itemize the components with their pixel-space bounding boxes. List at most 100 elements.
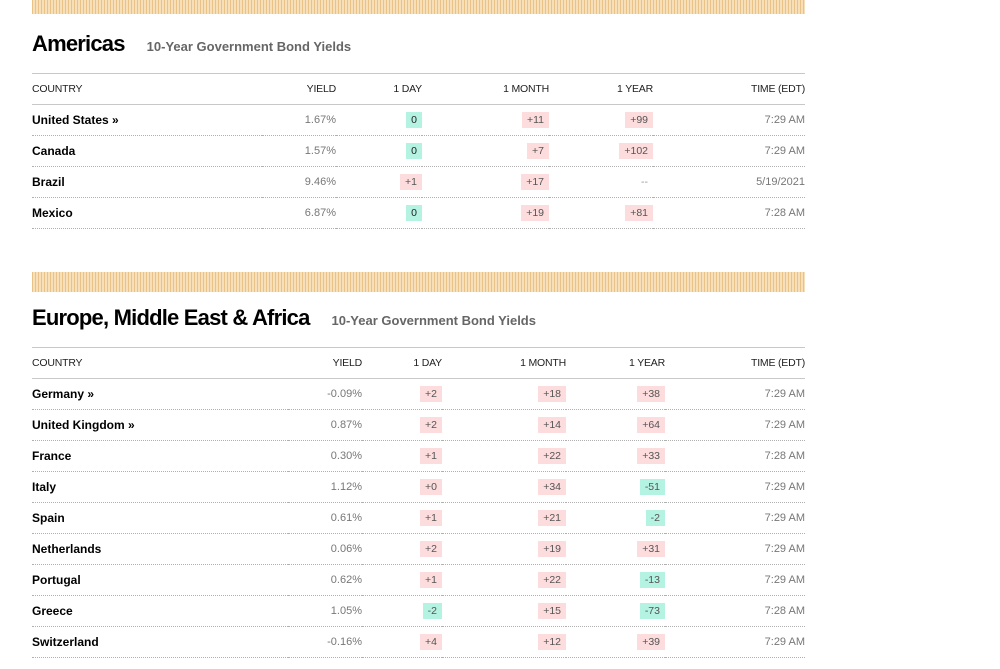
- change-1month-cell: +11: [422, 104, 549, 136]
- country-link[interactable]: Switzerland: [32, 626, 288, 658]
- country-link[interactable]: France: [32, 440, 288, 472]
- change-1day-badge: -2: [422, 603, 442, 619]
- change-1year-badge: +81: [625, 205, 653, 221]
- change-1month-cell: +17: [422, 166, 549, 198]
- col-header-time[interactable]: TIME (EDT): [665, 348, 805, 379]
- section-divider-stripe: [32, 0, 805, 14]
- yield-value: 1.57%: [262, 135, 336, 167]
- change-1year-badge: --: [641, 176, 648, 188]
- country-link[interactable]: Greece: [32, 595, 288, 627]
- change-1month-badge: +19: [521, 205, 549, 221]
- change-1month-cell: +22: [442, 564, 566, 596]
- change-1year-cell: +102: [549, 135, 653, 167]
- change-1day-badge: +2: [420, 386, 442, 402]
- yield-value: 0.62%: [288, 564, 362, 596]
- change-1day-cell: +4: [362, 626, 442, 658]
- change-1month-badge: +21: [538, 510, 566, 526]
- change-1day-cell: +1: [336, 166, 422, 198]
- change-1year-cell: +31: [566, 533, 665, 565]
- change-1year-cell: +99: [549, 104, 653, 136]
- table-row: Greece 1.05% -2 +15 -73 7:28 AM: [32, 595, 805, 627]
- timestamp: 5/19/2021: [653, 166, 805, 198]
- change-1year-cell: -2: [566, 502, 665, 534]
- change-1day-cell: +2: [362, 409, 442, 441]
- country-link[interactable]: United Kingdom »: [32, 409, 288, 441]
- col-header-1year[interactable]: 1 YEAR: [549, 74, 653, 105]
- country-link[interactable]: Netherlands: [32, 533, 288, 565]
- change-1year-cell: +33: [566, 440, 665, 472]
- yield-value: 0.61%: [288, 502, 362, 534]
- change-1month-cell: +18: [442, 378, 566, 410]
- timestamp: 7:29 AM: [665, 502, 805, 534]
- change-1day-badge: +1: [420, 510, 442, 526]
- col-header-1month[interactable]: 1 MONTH: [442, 348, 566, 379]
- change-1year-cell: +39: [566, 626, 665, 658]
- change-1year-badge: +31: [637, 541, 665, 557]
- yield-value: 0.87%: [288, 409, 362, 441]
- table-row: United Kingdom » 0.87% +2 +14 +64 7:29 AM: [32, 409, 805, 441]
- change-1day-cell: +1: [362, 564, 442, 596]
- col-header-country[interactable]: COUNTRY: [32, 74, 262, 105]
- country-link[interactable]: Germany »: [32, 378, 288, 410]
- change-1month-badge: +14: [538, 417, 566, 433]
- timestamp: 7:28 AM: [665, 595, 805, 627]
- timestamp: 7:29 AM: [653, 135, 805, 167]
- change-1day-cell: 0: [336, 104, 422, 136]
- change-1year-cell: +64: [566, 409, 665, 441]
- change-1day-cell: +2: [362, 378, 442, 410]
- americas-bond-table: COUNTRY YIELD 1 DAY 1 MONTH 1 YEAR TIME …: [32, 74, 805, 229]
- table-row: Canada 1.57% 0 +7 +102 7:29 AM: [32, 135, 805, 167]
- col-header-country[interactable]: COUNTRY: [32, 348, 288, 379]
- col-header-1month[interactable]: 1 MONTH: [422, 74, 549, 105]
- country-link[interactable]: Portugal: [32, 564, 288, 596]
- change-1day-cell: +1: [362, 502, 442, 534]
- table-row: Spain 0.61% +1 +21 -2 7:29 AM: [32, 502, 805, 534]
- col-header-yield[interactable]: YIELD: [262, 74, 336, 105]
- change-1year-badge: -51: [639, 479, 665, 495]
- change-1month-badge: +19: [538, 541, 566, 557]
- yield-value: 9.46%: [262, 166, 336, 198]
- col-header-yield[interactable]: YIELD: [288, 348, 362, 379]
- change-1month-badge: +7: [527, 143, 549, 159]
- table-row: Brazil 9.46% +1 +17 -- 5/19/2021: [32, 166, 805, 198]
- col-header-time[interactable]: TIME (EDT): [653, 74, 805, 105]
- change-1year-cell: +38: [566, 378, 665, 410]
- section-subtitle: 10-Year Government Bond Yields: [146, 39, 352, 54]
- change-1month-badge: +12: [538, 634, 566, 650]
- change-1year-cell: -73: [566, 595, 665, 627]
- change-1year-badge: +64: [637, 417, 665, 433]
- country-link[interactable]: Mexico: [32, 197, 262, 229]
- yield-value: 1.67%: [262, 104, 336, 136]
- col-header-1day[interactable]: 1 DAY: [336, 74, 422, 105]
- col-header-1day[interactable]: 1 DAY: [362, 348, 442, 379]
- col-header-1year[interactable]: 1 YEAR: [566, 348, 665, 379]
- emea-section: Europe, Middle East & Africa 10-Year Gov…: [32, 272, 805, 658]
- change-1day-badge: +1: [420, 448, 442, 464]
- country-link[interactable]: Brazil: [32, 166, 262, 198]
- change-1year-badge: -73: [639, 603, 665, 619]
- country-link[interactable]: Spain: [32, 502, 288, 534]
- change-1day-cell: +0: [362, 471, 442, 503]
- change-1year-badge: +39: [637, 634, 665, 650]
- timestamp: 7:29 AM: [665, 564, 805, 596]
- timestamp: 7:29 AM: [665, 626, 805, 658]
- emea-bond-table: COUNTRY YIELD 1 DAY 1 MONTH 1 YEAR TIME …: [32, 348, 805, 658]
- table-row: United States » 1.67% 0 +11 +99 7:29 AM: [32, 104, 805, 136]
- americas-title-row: Americas 10-Year Government Bond Yields: [32, 14, 805, 74]
- table-row: Mexico 6.87% 0 +19 +81 7:28 AM: [32, 197, 805, 229]
- change-1year-badge: +102: [619, 143, 653, 159]
- change-1day-badge: +1: [420, 572, 442, 588]
- change-1day-badge: 0: [406, 205, 422, 221]
- yield-value: -0.09%: [288, 378, 362, 410]
- country-link[interactable]: Italy: [32, 471, 288, 503]
- change-1month-cell: +14: [442, 409, 566, 441]
- change-1day-badge: +1: [400, 174, 422, 190]
- section-subtitle: 10-Year Government Bond Yields: [331, 313, 536, 328]
- change-1day-badge: 0: [406, 112, 422, 128]
- country-link[interactable]: United States »: [32, 104, 262, 136]
- change-1year-cell: -13: [566, 564, 665, 596]
- change-1month-cell: +19: [442, 533, 566, 565]
- change-1year-badge: -13: [639, 572, 665, 588]
- country-link[interactable]: Canada: [32, 135, 262, 167]
- timestamp: 7:29 AM: [665, 409, 805, 441]
